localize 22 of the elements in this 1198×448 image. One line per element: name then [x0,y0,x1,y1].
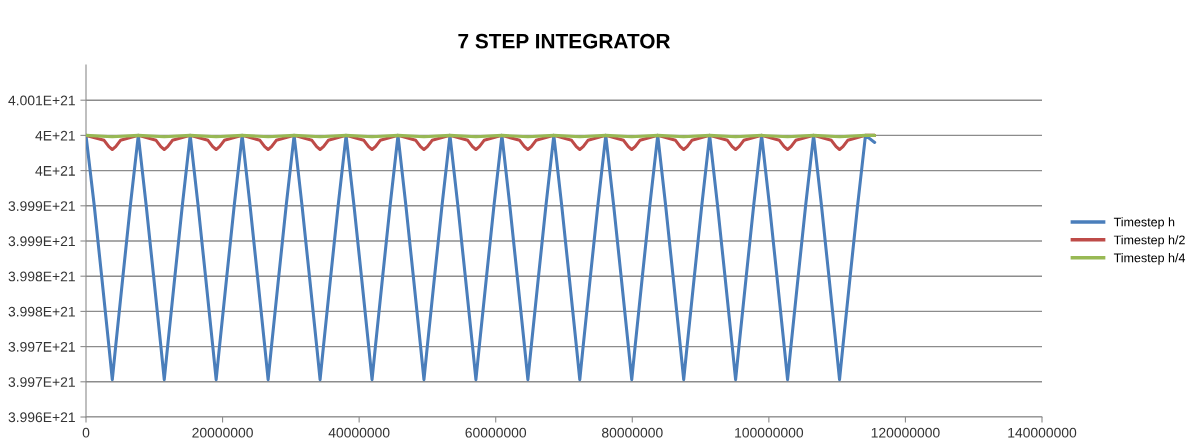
x-tick-label: 20000000 [192,427,253,438]
y-tick-label: 3.996E+21 [8,412,75,423]
legend-label: Timestep h [1113,217,1175,229]
y-tick-label: 3.997E+21 [8,377,75,387]
y-tick-label: 4E+21 [35,165,75,176]
x-tick-label: 140000000 [1008,427,1077,438]
chart-title: 7 STEP INTEGRATOR [458,33,671,49]
x-tick-label: 0 [82,427,90,438]
y-tick-label: 3.999E+21 [8,201,75,211]
x-tick-label: 120000000 [871,427,940,438]
y-tick-label: 3.998E+21 [8,306,75,317]
y-tick-label: 3.997E+21 [8,341,75,352]
y-tick-label: 3.999E+21 [8,236,75,247]
y-tick-label: 4.001E+21 [8,95,75,106]
legend-label: Timestep h/4 [1113,253,1186,265]
x-tick-label: 100000000 [735,427,804,438]
x-tick-label: 40000000 [328,427,390,438]
y-tick-label: 4E+21 [35,130,75,141]
x-tick-label: 80000000 [601,427,663,438]
legend-label: Timestep h/2 [1113,235,1185,247]
x-tick-label: 60000000 [465,427,527,438]
y-tick-label: 3.998E+21 [8,271,75,282]
